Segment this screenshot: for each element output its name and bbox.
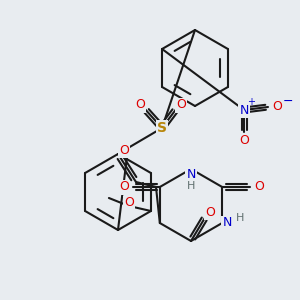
Text: O: O xyxy=(254,181,264,194)
Text: −: − xyxy=(283,94,293,107)
Text: O: O xyxy=(272,100,282,113)
Text: +: + xyxy=(247,97,255,107)
Text: N: N xyxy=(223,217,232,230)
Text: H: H xyxy=(187,181,195,191)
Text: O: O xyxy=(205,206,215,218)
Text: O: O xyxy=(239,134,249,148)
Text: O: O xyxy=(135,98,145,112)
Text: O: O xyxy=(176,98,186,112)
Text: N: N xyxy=(239,103,249,116)
Text: O: O xyxy=(119,143,129,157)
Text: O: O xyxy=(124,196,134,209)
Text: S: S xyxy=(157,121,167,135)
Text: N: N xyxy=(186,167,196,181)
Text: H: H xyxy=(236,213,244,223)
Text: O: O xyxy=(119,181,129,194)
